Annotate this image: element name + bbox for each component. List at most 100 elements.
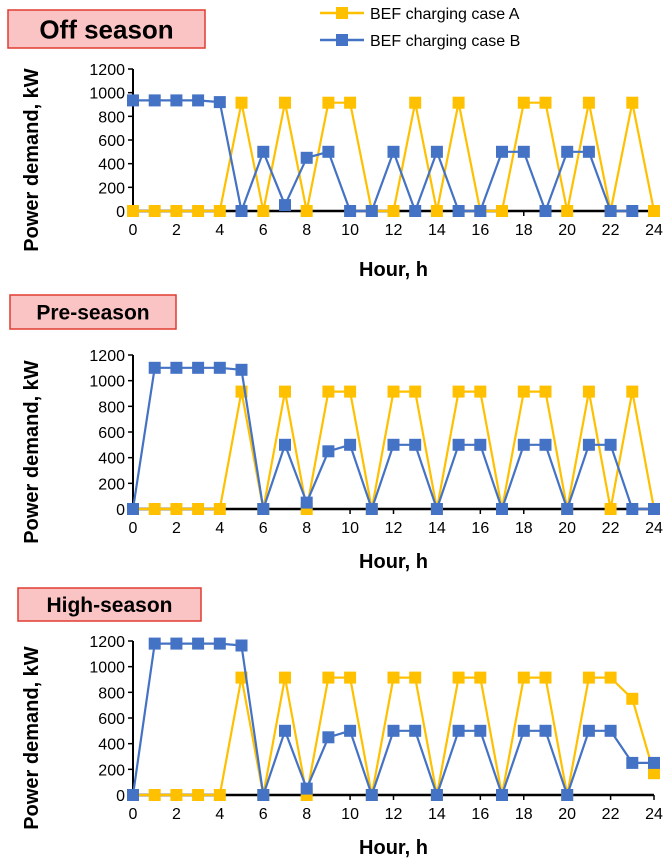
data-point-marker — [257, 789, 270, 801]
data-point-marker — [235, 96, 248, 109]
data-point-marker — [409, 96, 422, 109]
data-point-marker — [626, 756, 639, 769]
data-point-marker — [235, 363, 248, 376]
data-point-marker — [582, 671, 595, 684]
data-point-marker — [344, 724, 357, 737]
data-point-marker — [148, 94, 161, 107]
data-point-marker — [517, 671, 530, 684]
data-point-marker — [582, 438, 595, 451]
data-point-marker — [539, 205, 552, 217]
data-point-marker — [127, 503, 139, 515]
data-point-marker — [279, 671, 291, 684]
x-tick-label: 16 — [471, 806, 489, 823]
data-point-marker — [582, 96, 595, 109]
data-point-marker — [300, 151, 313, 164]
x-tick-label: 18 — [515, 520, 533, 537]
data-point-marker — [300, 496, 313, 509]
data-point-marker — [517, 145, 530, 158]
y-tick-label: 200 — [98, 180, 125, 197]
data-point-marker — [192, 94, 205, 107]
data-point-marker — [387, 438, 400, 451]
x-tick-label: 0 — [129, 520, 138, 537]
data-point-marker — [213, 205, 226, 217]
series-line — [133, 99, 633, 213]
data-point-marker — [213, 361, 226, 374]
x-tick-label: 8 — [302, 222, 311, 239]
data-point-marker — [300, 782, 313, 795]
data-point-marker — [561, 503, 574, 515]
x-tick-label: 16 — [471, 520, 489, 537]
data-point-marker — [127, 205, 139, 217]
data-point-marker — [148, 361, 161, 374]
panel-label-box — [9, 294, 177, 330]
data-point-marker — [148, 205, 161, 217]
data-point-marker — [496, 205, 508, 217]
data-point-marker — [582, 385, 595, 398]
data-point-marker — [409, 724, 422, 737]
x-tick-label: 8 — [302, 520, 311, 537]
y-tick-label: 1200 — [89, 348, 125, 365]
x-tick-label: 24 — [645, 806, 663, 823]
data-point-marker — [430, 503, 443, 515]
data-point-marker — [539, 724, 552, 737]
data-point-marker — [496, 145, 508, 158]
x-tick-label: 8 — [302, 806, 311, 823]
data-point-marker — [517, 438, 530, 451]
data-point-marker — [561, 145, 574, 158]
x-tick-label: 20 — [558, 222, 576, 239]
x-tick-label: 6 — [259, 222, 268, 239]
data-point-marker — [582, 724, 595, 737]
legend-marker-case-a — [336, 7, 348, 19]
data-point-marker — [604, 671, 617, 684]
x-tick-label: 22 — [602, 520, 620, 537]
data-point-marker — [192, 503, 205, 515]
data-point-marker — [474, 724, 487, 737]
y-tick-label: 600 — [98, 711, 125, 728]
y-tick-label: 400 — [98, 737, 125, 754]
data-point-marker — [235, 639, 248, 652]
data-point-marker — [539, 385, 552, 398]
series-case-b — [127, 94, 639, 217]
data-point-marker — [430, 789, 443, 801]
data-point-marker — [148, 789, 161, 801]
data-point-marker — [387, 145, 400, 158]
y-axis-title: Power demand, kW — [21, 646, 43, 829]
y-tick-label: 1200 — [89, 634, 125, 651]
data-point-marker — [235, 205, 248, 217]
data-point-marker — [604, 438, 617, 451]
panel-label-box — [17, 587, 202, 622]
data-point-marker — [387, 724, 400, 737]
legend: BEF charging case A BEF charging case B — [320, 6, 520, 50]
data-point-marker — [474, 205, 487, 217]
x-tick-label: 14 — [428, 222, 446, 239]
data-point-marker — [148, 503, 161, 515]
x-tick-label: 18 — [515, 222, 533, 239]
data-point-marker — [279, 438, 291, 451]
data-point-marker — [257, 145, 270, 158]
x-tick-label: 6 — [259, 520, 268, 537]
data-point-marker — [626, 205, 639, 217]
data-point-marker — [409, 438, 422, 451]
data-point-marker — [213, 637, 226, 650]
y-tick-label: 200 — [98, 476, 125, 493]
data-point-marker — [300, 205, 313, 217]
data-point-marker — [539, 96, 552, 109]
x-tick-label: 4 — [215, 520, 224, 537]
data-point-marker — [322, 385, 335, 398]
data-point-marker — [170, 789, 183, 801]
y-tick-label: 0 — [116, 204, 125, 221]
x-tick-label: 12 — [385, 222, 403, 239]
data-point-marker — [648, 756, 660, 769]
x-tick-label: 4 — [215, 222, 224, 239]
data-point-marker — [452, 96, 465, 109]
data-point-marker — [322, 671, 335, 684]
data-point-marker — [279, 724, 291, 737]
x-tick-label: 22 — [602, 222, 620, 239]
data-point-marker — [257, 205, 270, 217]
x-tick-label: 4 — [215, 806, 224, 823]
y-tick-label: 1000 — [89, 660, 125, 677]
x-tick-label: 14 — [428, 806, 446, 823]
data-point-marker — [148, 637, 161, 650]
